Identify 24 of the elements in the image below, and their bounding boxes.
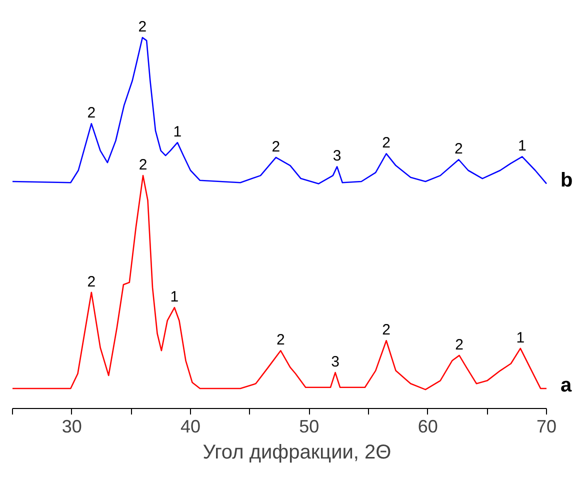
annotation: 3 xyxy=(331,354,340,371)
annotation: 3 xyxy=(332,148,342,165)
annotation: 1 xyxy=(170,288,179,306)
x-tick-label: 50 xyxy=(299,416,320,436)
annotation: 2 xyxy=(87,273,96,290)
annotation: 2 xyxy=(382,322,390,339)
x-tick-label: 60 xyxy=(418,416,438,436)
annotation: 2 xyxy=(272,138,280,156)
annotation: 2 xyxy=(382,134,390,152)
x-tick-label: 70 xyxy=(536,416,557,436)
annotation: 2 xyxy=(87,104,96,122)
annotation: 2 xyxy=(138,18,147,36)
x-tick-label: 30 xyxy=(62,416,82,436)
annotation: 2 xyxy=(276,332,285,349)
annotation: 2 xyxy=(138,156,148,174)
series-label: a xyxy=(560,374,572,396)
x-tick-label: 40 xyxy=(180,416,201,436)
series-label: b xyxy=(560,170,573,192)
x-axis-title: Угол дифракции, 2Θ xyxy=(202,442,392,464)
annotation: 1 xyxy=(518,138,526,155)
annotation: 1 xyxy=(516,329,525,346)
annotation: 2 xyxy=(454,140,463,158)
annotation: 2 xyxy=(455,336,464,354)
annotation: 1 xyxy=(173,124,182,141)
